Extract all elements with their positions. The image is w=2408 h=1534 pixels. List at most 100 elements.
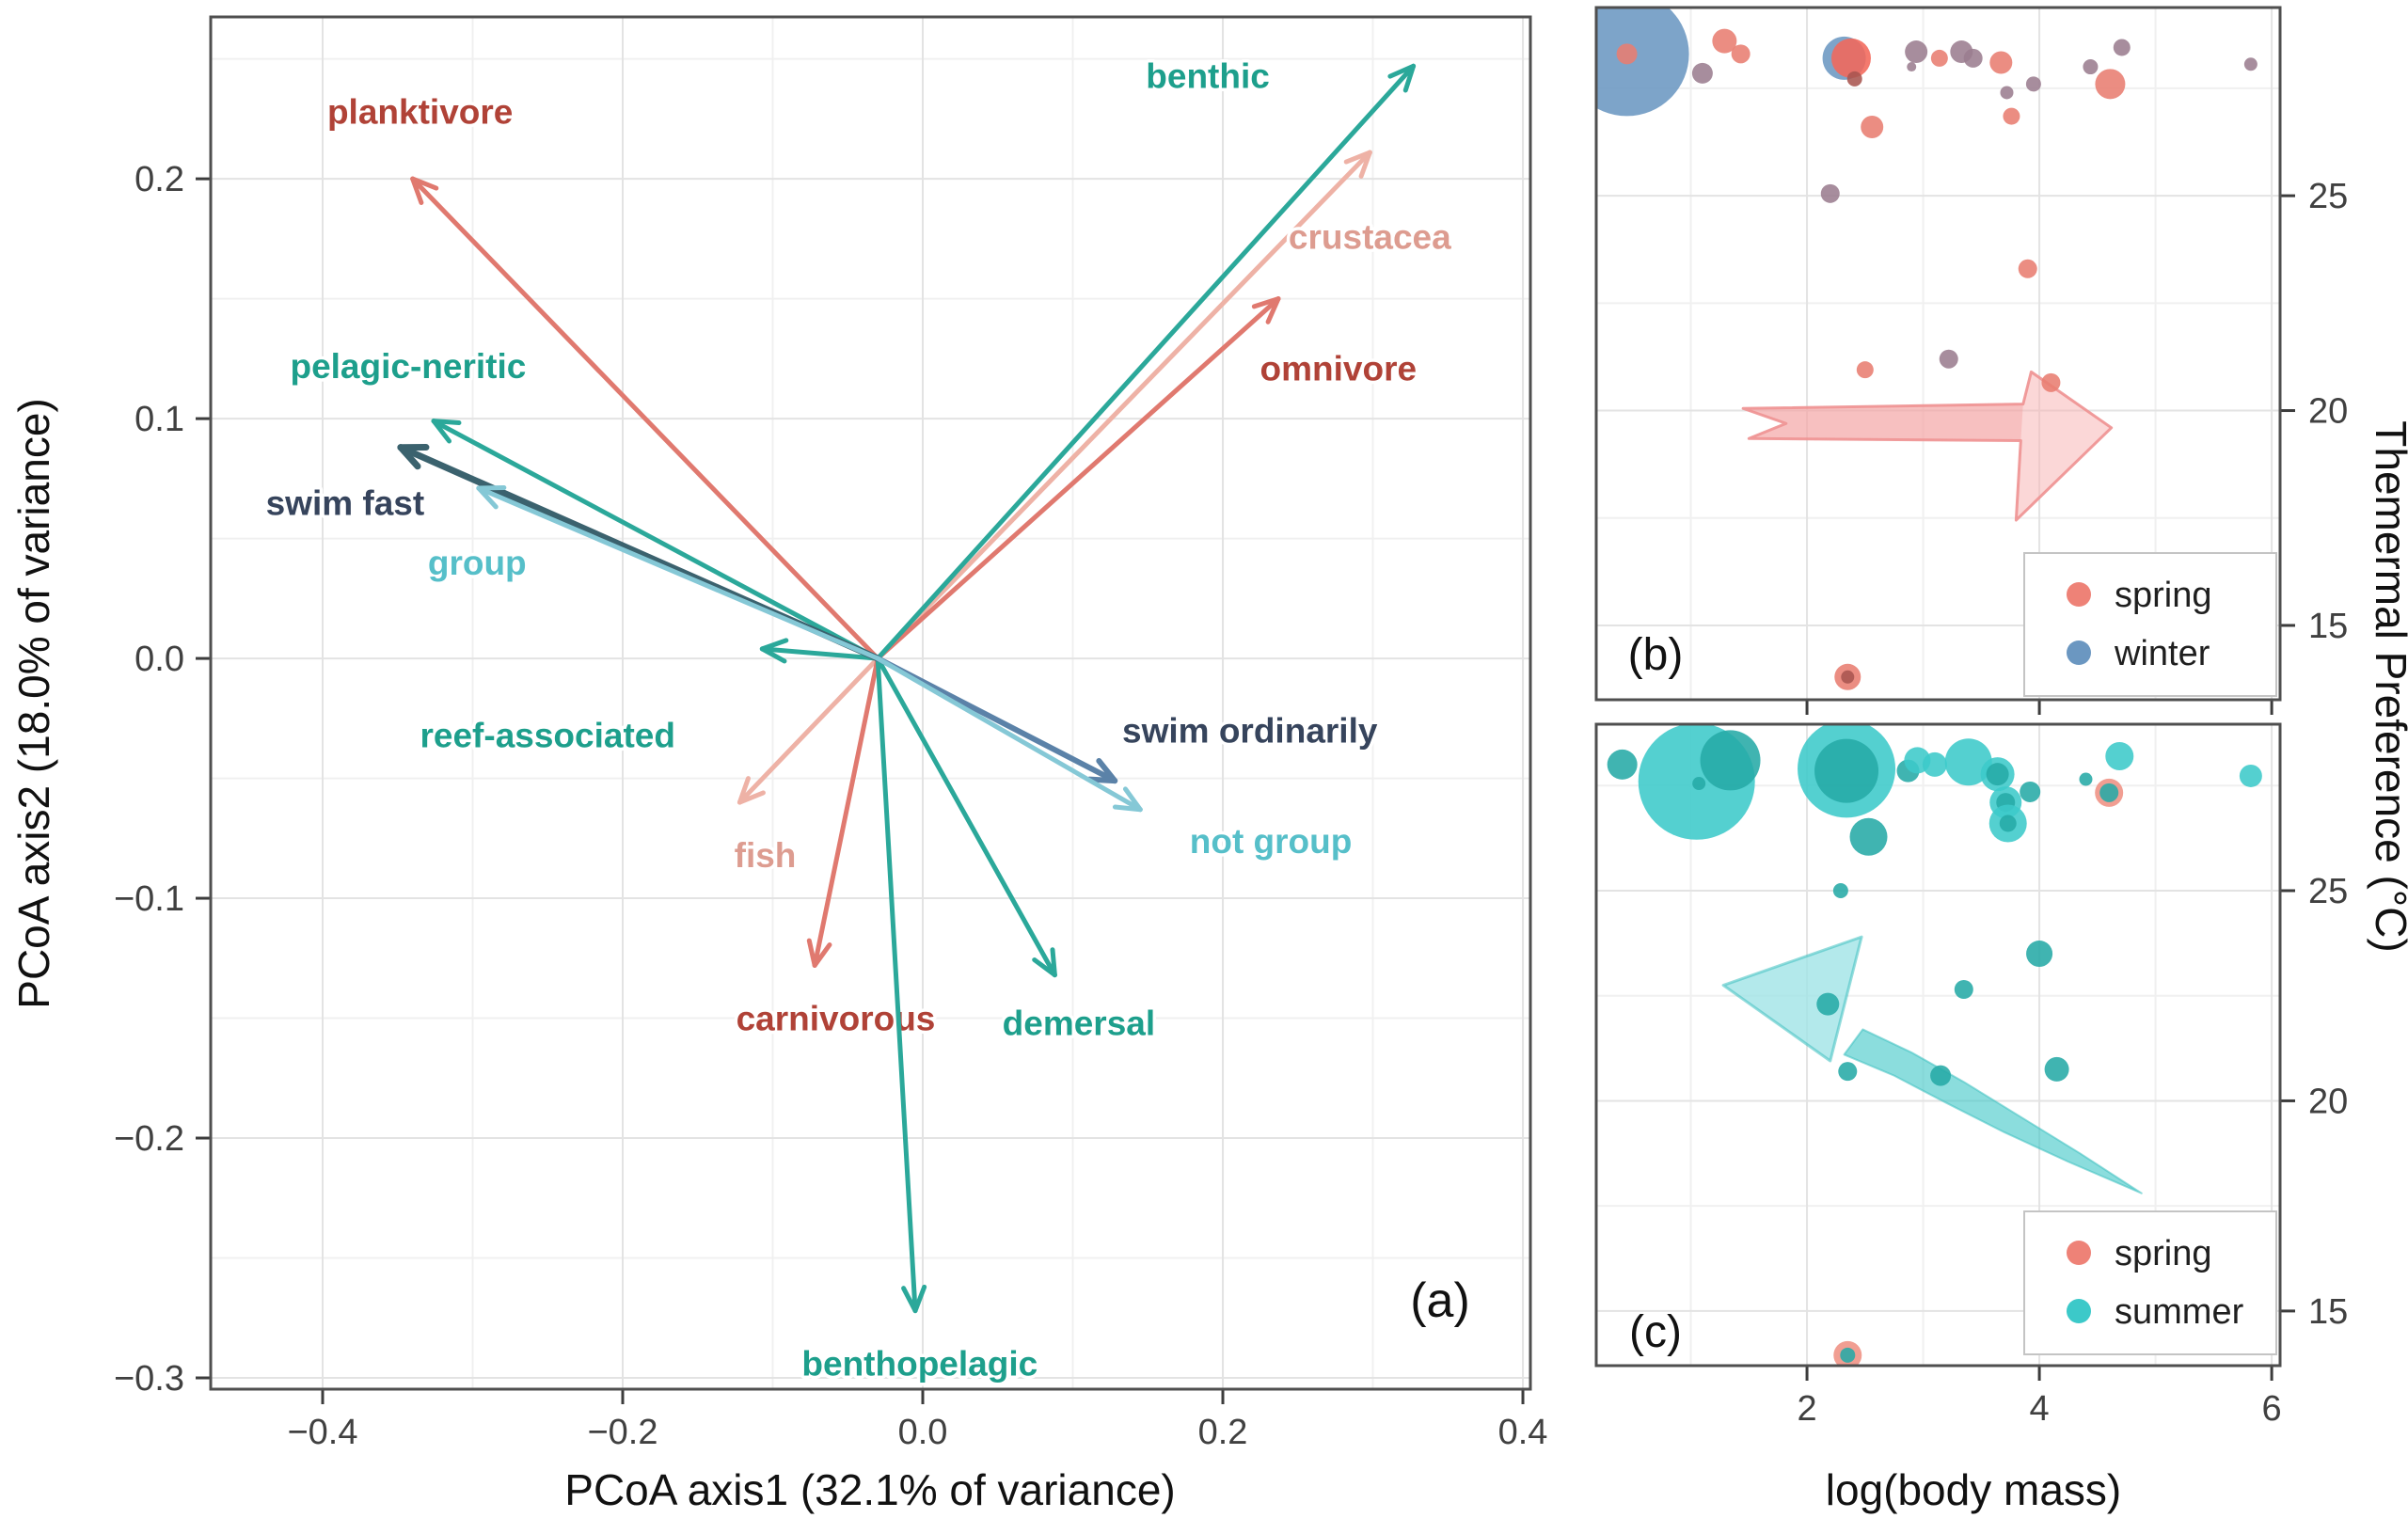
bubble-dark [1846,71,1862,87]
vector-arrowhead [476,485,499,510]
y-tick-label: 20 [2308,392,2348,432]
vector-arrowhead [812,942,832,968]
bubble-mix [1939,349,1958,369]
bubble-points-group [1596,8,2258,690]
panel-a-letter: (a) [1410,1273,1470,1328]
y-tick-label: 25 [2308,177,2348,216]
vector-label-swim-ordinarily: swim ordinarily [1122,712,1378,751]
y-tick-label: 15 [2308,1292,2348,1332]
x-tick-label: 0.0 [898,1413,948,1452]
bubble-spring [2018,259,2037,278]
legend-swatch-winter [2067,640,2091,665]
vector-pelagic-neritic [431,419,880,661]
bubble-sumdark [1986,763,2009,786]
vector-arrowhead [1096,757,1118,784]
vector-planktivore [410,176,880,661]
vector-arrowhead [759,638,789,652]
bubble-spring [1712,28,1737,54]
bubble-summer [2105,741,2134,770]
bubble-summer [1922,751,1947,777]
legend: spring winter [2023,552,2277,697]
bubble-sumdark [1999,814,2017,832]
bubble-summer [2239,764,2262,787]
vector-group [476,485,880,661]
bubble-mix [2083,59,2099,75]
bubble-spring_bright [1830,38,1871,78]
bubble-sumdark [1814,738,1879,803]
season-shift-arrowhead [1721,935,1863,1063]
x-tick-label: 0.4 [1498,1413,1548,1452]
bubble-summer [1944,738,1992,786]
x-tick-label: 4 [2030,1389,2050,1429]
vector-shaft [875,656,1057,978]
bubble-dark [1841,670,1855,684]
bubble-mix [2025,76,2041,92]
bubble-mix [1691,62,1713,84]
y-tick-label: 0.1 [135,400,184,439]
vector-arrowhead [759,646,787,664]
vector-carnivorous [806,656,880,968]
vector-shaft [875,656,918,1314]
y-tick-label: 0.2 [135,160,184,199]
legend: spring summer [2023,1210,2277,1355]
vector-label-planktivore: planktivore [327,93,513,132]
panel-b-letter: (b) [1628,630,1684,680]
vector-shaft [812,656,880,968]
x-tick-label: −0.4 [287,1413,357,1452]
vector-arrowhead [806,938,817,968]
vector-shaft [875,63,1417,661]
bubble-sumdark [1607,749,1638,780]
bubble-sumdark [2099,783,2119,802]
vector-arrowhead [1050,947,1057,978]
bubble-spring [1616,43,1638,65]
vector-arrowhead [1402,63,1417,93]
vector-arrowhead [737,790,766,805]
panel-border [1594,722,2282,1368]
vector-benthic [875,63,1417,661]
bubble-sumdark [2044,1056,2069,1082]
bubble-sumdark [1692,777,1706,791]
legend-box [2023,552,2277,697]
thermal-preference-axis-title: Themermal Preference (°C) [2367,420,2408,952]
vector-shaft [410,176,880,661]
vector-label-group: group [428,544,527,582]
vector-arrowhead [397,444,421,470]
vector-arrowhead [431,419,462,426]
bubble-spring [1861,116,1884,139]
vector-arrowhead [1112,804,1143,813]
vector-label-benthic: benthic [1146,56,1270,95]
vector-shaft [431,419,880,661]
bubble-sumdark [1832,882,1848,898]
bubble-spring [1930,49,1948,67]
vector-arrowhead [1343,150,1372,165]
vector-shaft [737,656,880,805]
panel-b-spring-winter-scatter: 25 20 15 spring winter [1594,6,2348,715]
vector-not-group [875,656,1143,813]
vector-label-carnivorous: carnivorous [737,1000,936,1038]
bubble-mix [1905,40,1928,64]
vector-crustacea [875,150,1372,661]
vector-arrowhead [1032,957,1057,978]
vector-arrowhead [1251,296,1281,309]
bubble-spring [2095,69,2126,100]
bubble-spring [1731,44,1751,64]
legend-label-summer: summer [2115,1292,2244,1332]
bc-x-axis-title: log(body mass) [1826,1465,2121,1514]
vector-arrowhead [1086,776,1118,784]
vector-reef-associated [759,638,880,664]
vector-fish [737,656,880,805]
vector-shaft [759,646,880,661]
vector-label-omnivore: omnivore [1260,350,1418,388]
bubble-sumdark [1700,730,1761,791]
legend-swatch-spring [2067,1241,2091,1265]
bubble-mix [2243,57,2258,71]
vector-shaft [476,485,880,661]
vector-shaft [875,296,1281,661]
y-tick-label: −0.1 [114,879,184,919]
vector-arrowhead [1387,63,1417,79]
bubble-sumdark [1930,1065,1952,1086]
vector-label-swim-fast: swim fast [266,483,425,522]
legend-box [2023,1210,2277,1355]
